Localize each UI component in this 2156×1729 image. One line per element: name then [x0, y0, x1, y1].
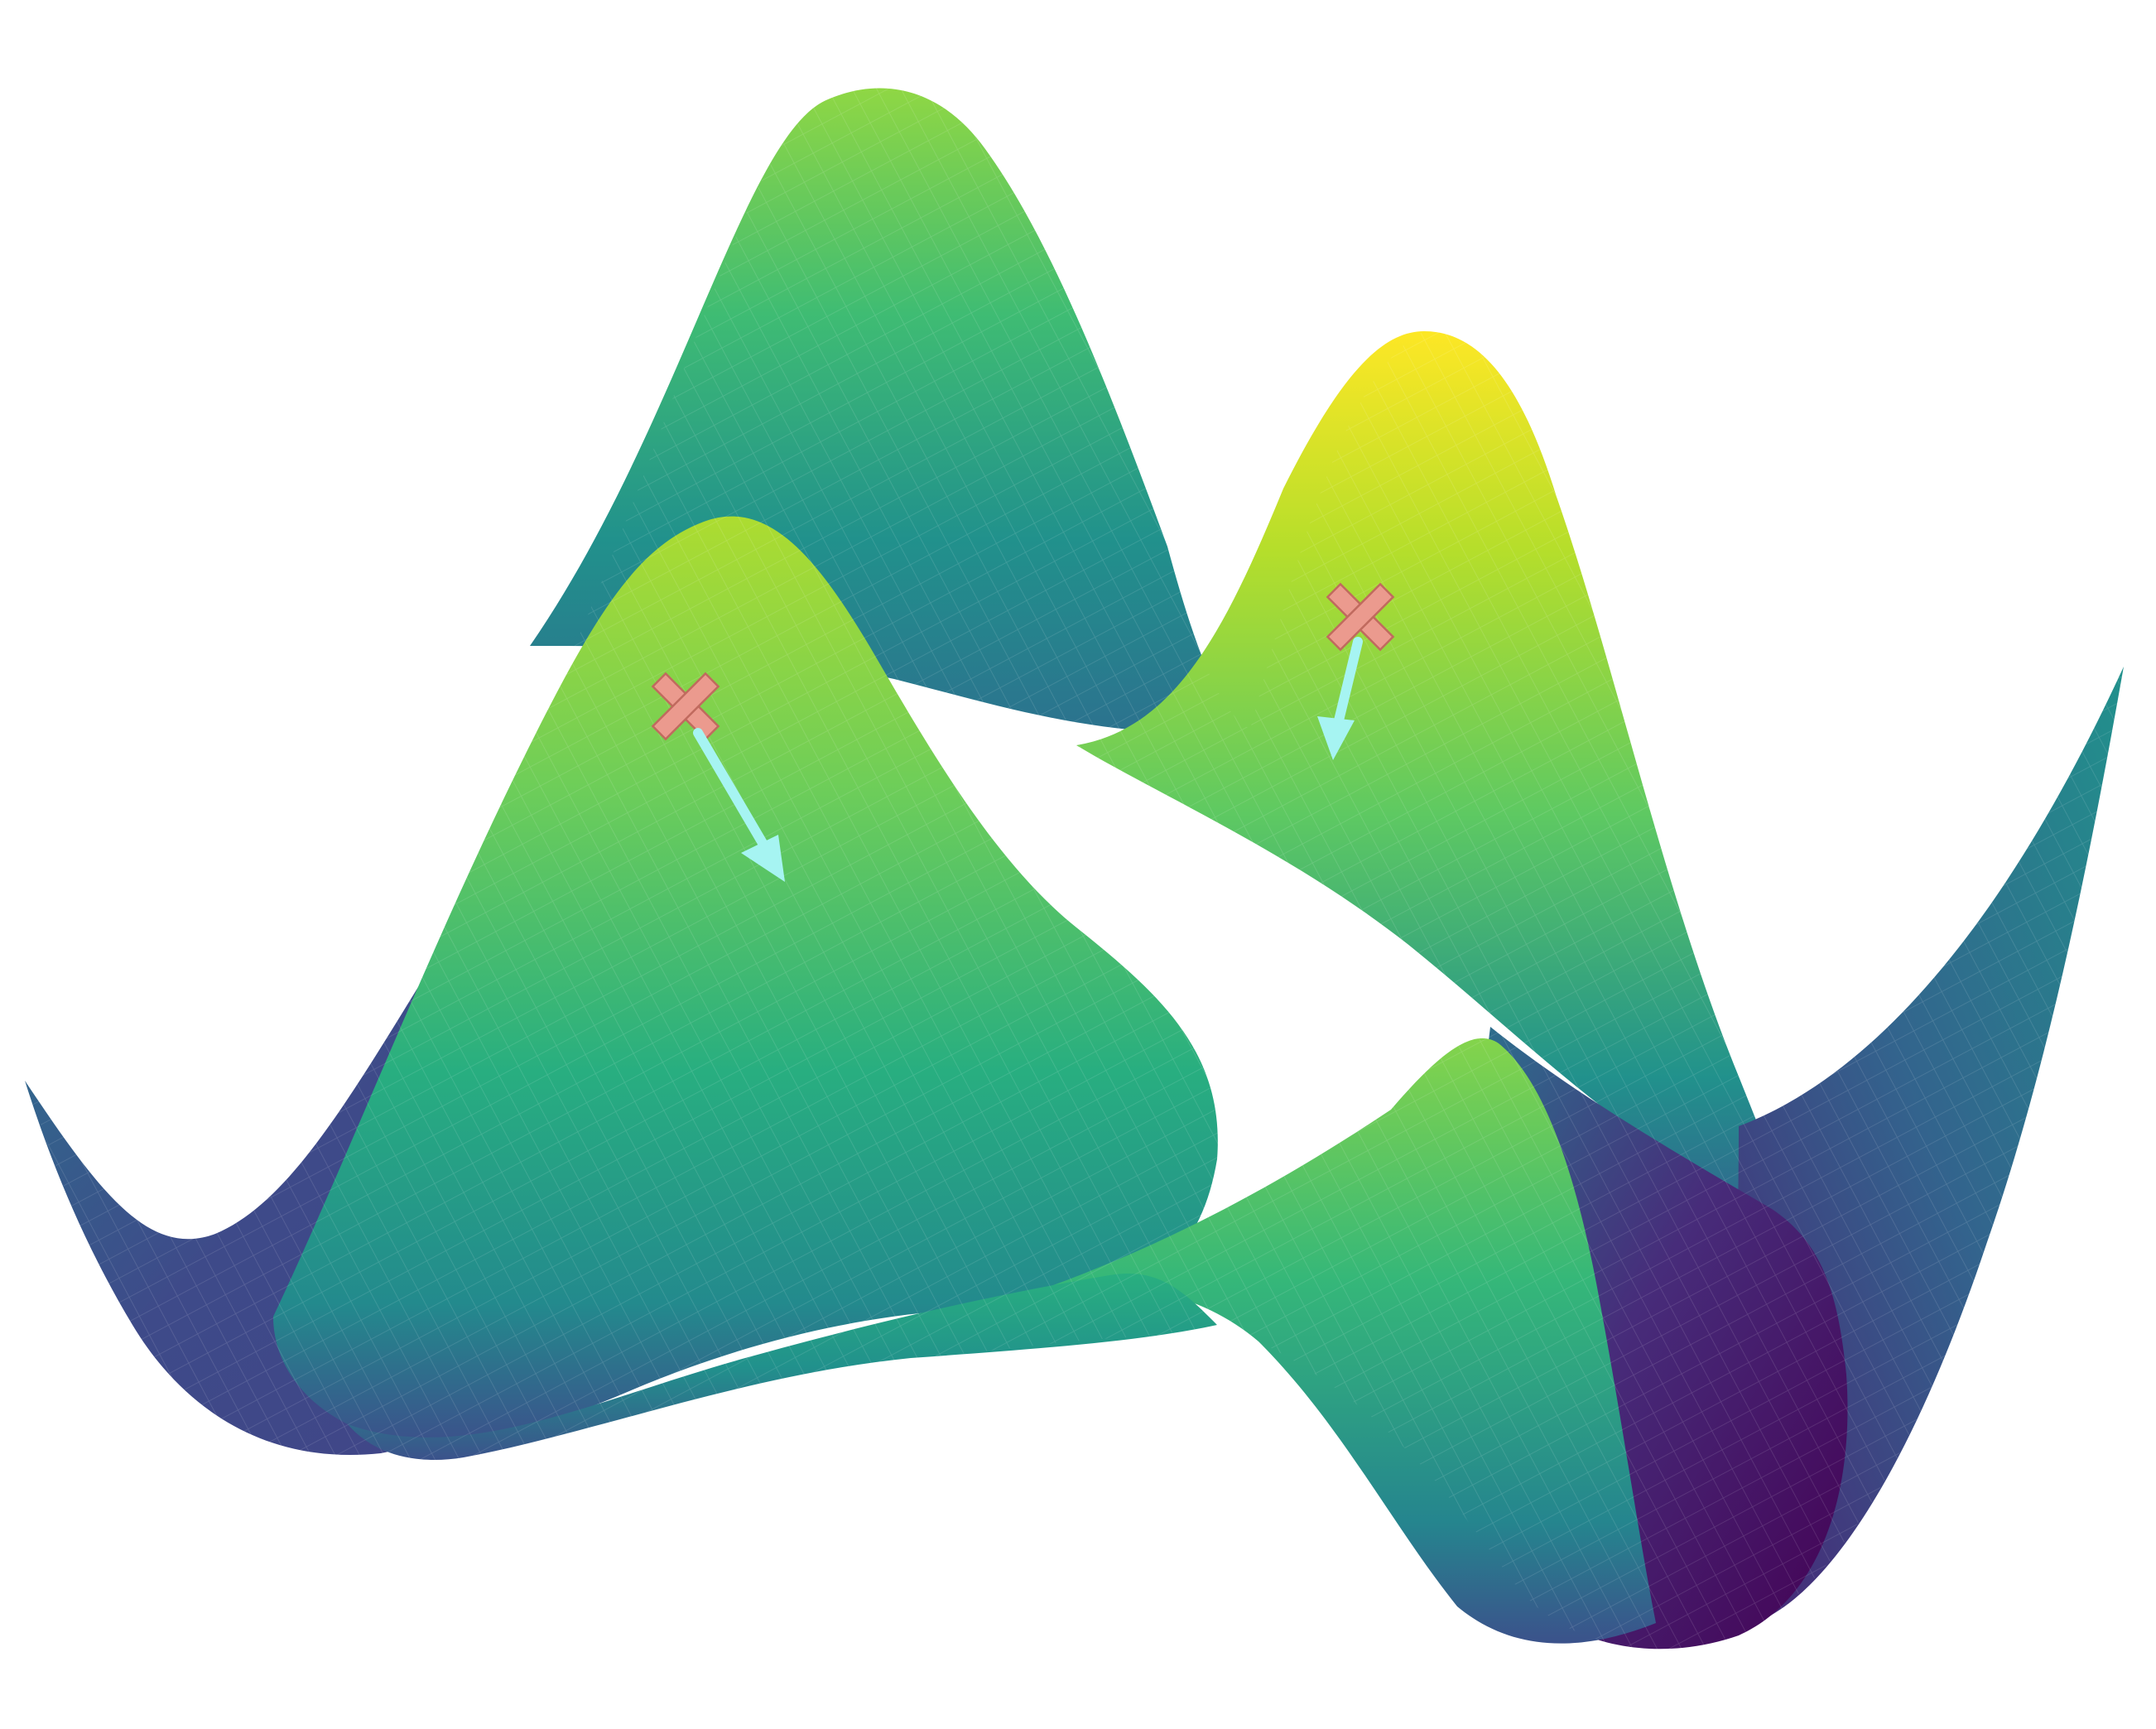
surface-mesh-overlay: [25, 88, 2124, 1650]
descent-arrow-right: [1317, 637, 1363, 760]
x-marker-left: [651, 672, 720, 741]
x-marker-right: [1326, 582, 1395, 652]
descent-arrow-left: [693, 728, 785, 882]
